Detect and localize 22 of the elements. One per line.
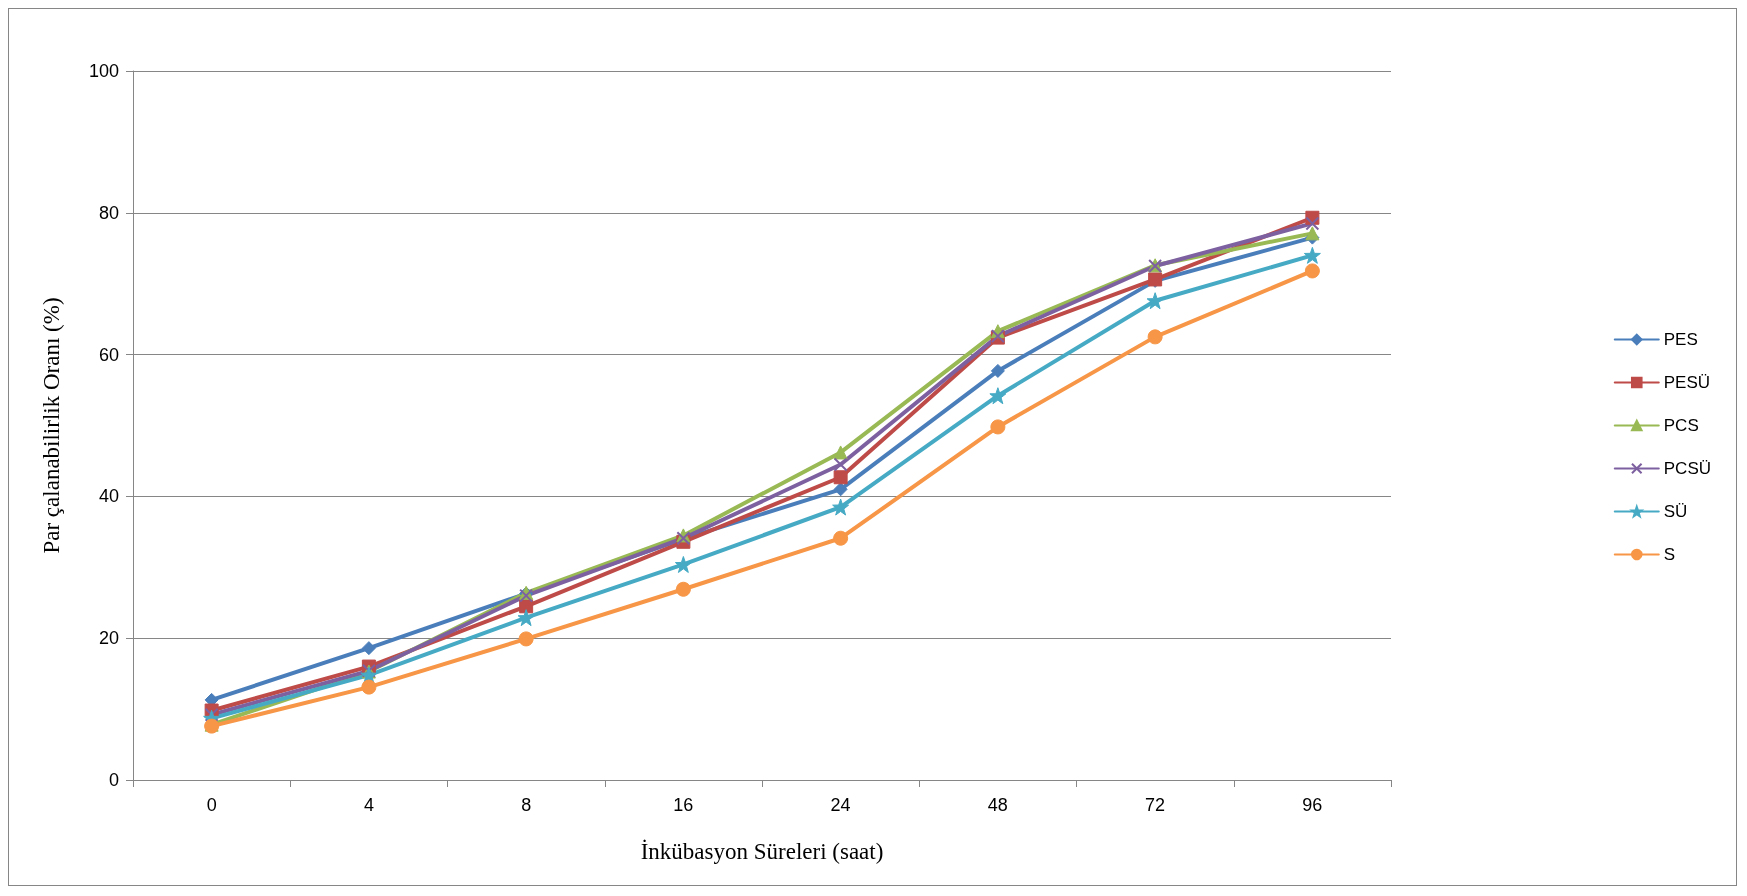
x-tick-label: 96 [1302, 795, 1323, 815]
legend-label: PCSÜ [1663, 459, 1711, 478]
x-tick-label: 48 [987, 795, 1008, 815]
y-tick-label: 0 [108, 770, 119, 790]
y-tick-label: 80 [98, 202, 119, 223]
legend-label: PESÜ [1663, 373, 1711, 392]
y-tick-label: 100 [88, 61, 119, 81]
y-tick-label: 40 [98, 486, 119, 507]
y-tick-label: 60 [98, 344, 119, 365]
x-tick-label: 72 [1145, 795, 1166, 815]
legend-label: S [1663, 545, 1676, 564]
x-tick-label: 16 [673, 795, 694, 815]
y-axis-title: Par çalanabilirlik Oranı (%) [39, 297, 64, 554]
legend-label: PES [1663, 330, 1698, 349]
x-axis-title: İnkübasyon Süreleri (saat) [640, 839, 884, 864]
legend-label: PCS [1663, 416, 1699, 435]
x-tick-label: 8 [521, 795, 532, 815]
x-tick-label: 4 [363, 795, 374, 815]
x-tick-label: 24 [830, 795, 851, 815]
x-tick-label: 0 [206, 795, 217, 815]
y-tick-label: 20 [98, 628, 119, 649]
legend-label: SÜ [1663, 502, 1688, 521]
